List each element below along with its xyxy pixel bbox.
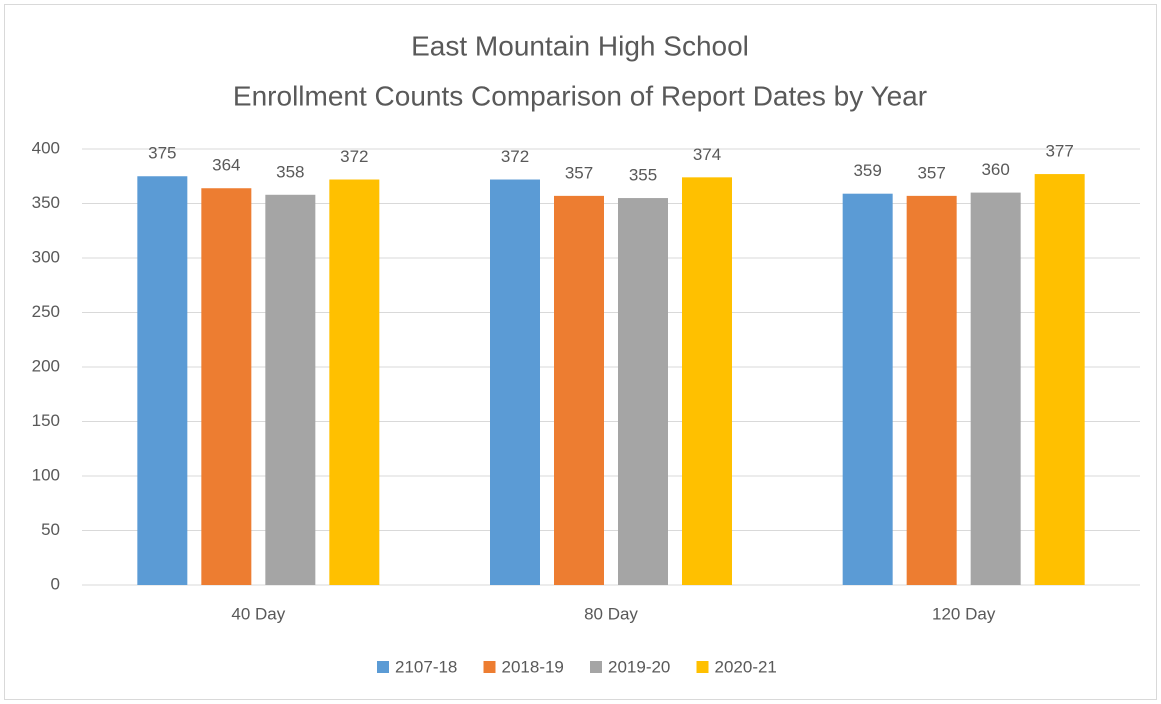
y-tick-label: 400 (32, 138, 60, 157)
value-label: 377 (1045, 142, 1073, 161)
y-tick-label: 150 (32, 411, 60, 430)
chart-subtitle: Enrollment Counts Comparison of Report D… (233, 80, 927, 111)
value-label: 374 (693, 145, 721, 164)
legend-label: 2107-18 (395, 657, 457, 676)
bar (490, 179, 540, 585)
legend-swatch (696, 661, 709, 673)
value-label: 364 (212, 156, 240, 175)
y-tick-label: 250 (32, 302, 60, 321)
y-tick-label: 100 (32, 465, 60, 484)
value-label: 360 (981, 160, 1009, 179)
legend-swatch (483, 661, 496, 673)
y-tick-label: 50 (41, 520, 60, 539)
chart-title: East Mountain High School (411, 30, 749, 61)
bar (265, 194, 316, 585)
bar (682, 177, 732, 585)
legend-label: 2018-19 (502, 657, 564, 676)
bar (970, 192, 1021, 585)
value-label: 355 (629, 166, 657, 185)
value-label: 372 (501, 147, 529, 166)
legend-label: 2020-21 (715, 657, 777, 676)
y-tick-label: 0 (51, 574, 60, 593)
legend-swatch (590, 661, 602, 673)
bar (1034, 174, 1085, 585)
bar (201, 188, 252, 586)
bar (842, 193, 893, 585)
bar (329, 179, 380, 585)
value-label: 357 (565, 163, 593, 182)
bar (618, 198, 668, 586)
bar (906, 195, 957, 585)
bar (137, 176, 188, 585)
value-label: 358 (276, 162, 304, 181)
y-tick-label: 350 (32, 193, 60, 212)
y-tick-label: 200 (32, 356, 60, 375)
value-label: 357 (917, 163, 945, 182)
legend-swatch (377, 661, 389, 673)
value-label: 359 (853, 161, 881, 180)
value-label: 372 (340, 147, 368, 166)
bar (554, 195, 604, 585)
value-label: 375 (148, 144, 176, 163)
x-tick-label: 40 Day (231, 604, 285, 623)
y-tick-label: 300 (32, 247, 60, 266)
legend-label: 2019-20 (608, 657, 670, 676)
x-tick-label: 120 Day (932, 604, 996, 623)
x-tick-label: 80 Day (584, 604, 638, 623)
